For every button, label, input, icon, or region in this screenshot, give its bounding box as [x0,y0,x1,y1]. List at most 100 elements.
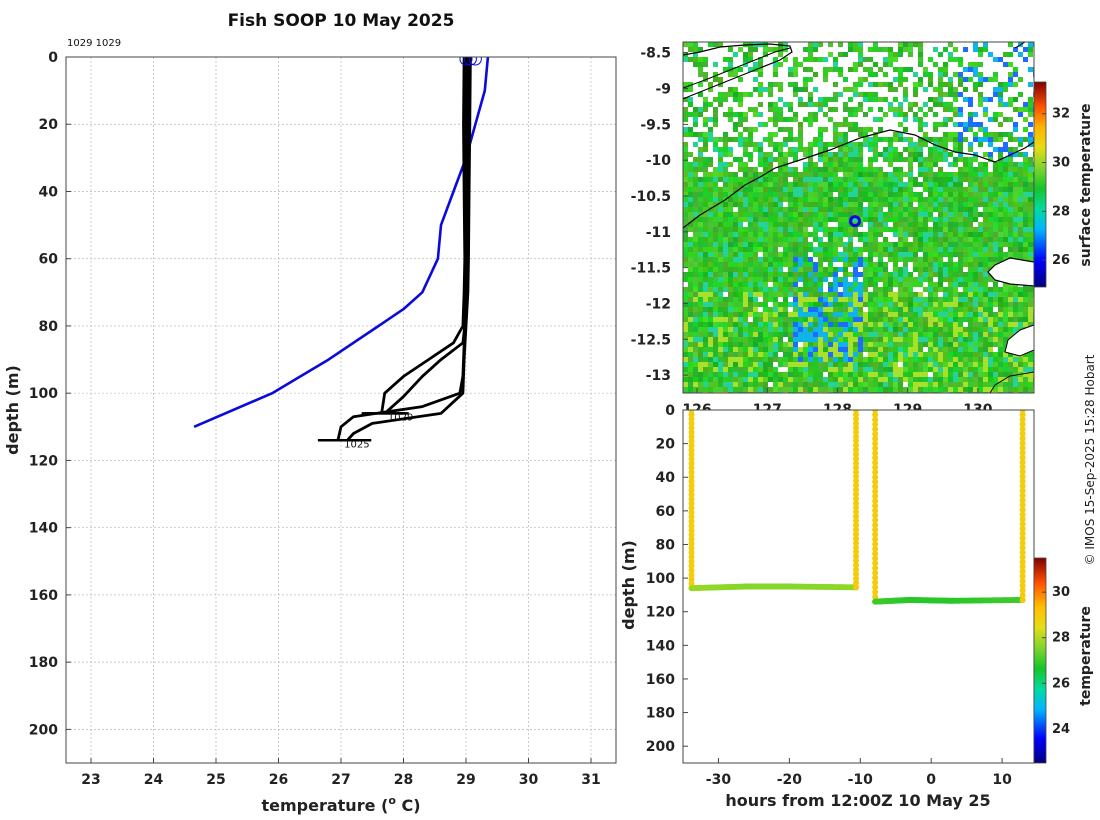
sst-cell [893,242,898,247]
sst-cell [793,257,798,262]
sst-cell [773,82,778,87]
sst-cell [813,267,818,272]
sst-cell [768,102,773,107]
sst-cell [758,92,763,97]
sst-cell [813,312,818,317]
sst-cell [918,332,923,337]
sst-cell [923,232,928,237]
sst-cell [698,217,703,222]
sst-cell [868,82,873,87]
sst-cell [733,312,738,317]
sst-cell [868,322,873,327]
sst-cell [723,267,728,272]
sst-cell [863,287,868,292]
sst-cell [833,137,838,142]
sst-cell [813,167,818,172]
sst-cell [838,187,843,192]
sst-cell [903,172,908,177]
sst-cell [758,342,763,347]
sst-cell [938,187,943,192]
sst-cell [908,292,913,297]
sst-cell [943,387,948,392]
measurement-point [853,562,860,569]
sst-cell [898,267,903,272]
sst-cell [968,347,973,352]
sst-cell [733,87,738,92]
sst-cell [948,322,953,327]
sst-cell [688,197,693,202]
sst-cell [908,187,913,192]
sst-cell [893,57,898,62]
sst-cell [783,212,788,217]
sst-cell [818,272,823,277]
sst-cell [963,252,968,257]
sst-cell [913,87,918,92]
sst-cell [688,57,693,62]
sst-cell [983,292,988,297]
sst-cell [938,287,943,292]
sst-cell [868,107,873,112]
y-tick-label: 120 [646,605,675,621]
sst-cell [748,142,753,147]
sst-cell [913,142,918,147]
sst-cell [723,387,728,392]
sst-cell [733,212,738,217]
sst-cell [933,292,938,297]
sst-cell [948,267,953,272]
sst-cell [683,97,688,102]
sst-cell [818,167,823,172]
sst-cell [733,257,738,262]
sst-cell [788,222,793,227]
sst-cell [738,247,743,252]
sst-cell [798,197,803,202]
sst-cell [683,257,688,262]
sst-cell [833,142,838,147]
sst-cell [713,357,718,362]
sst-cell [953,162,958,167]
sst-cell [923,377,928,382]
sst-cell [933,382,938,387]
sst-cell [933,282,938,287]
sst-cell [1028,102,1033,107]
sst-cell [703,372,708,377]
sst-cell [903,242,908,247]
sst-cell [803,287,808,292]
sst-cell [683,182,688,187]
sst-cell [698,342,703,347]
sst-cell [808,157,813,162]
sst-cell [778,82,783,87]
sst-cell [998,162,1003,167]
sst-cell [878,357,883,362]
sst-cell [763,377,768,382]
sst-cell [723,142,728,147]
sst-cell [763,267,768,272]
sst-cell [793,87,798,92]
sst-cell [968,322,973,327]
sst-cell [933,87,938,92]
sst-cell [818,297,823,302]
sst-cell [918,312,923,317]
sst-cell [848,302,853,307]
sst-cell [893,177,898,182]
sst-cell [1023,252,1028,257]
sst-cell [963,377,968,382]
sst-cell [783,297,788,302]
sst-cell [1008,322,1013,327]
sst-cell [773,207,778,212]
sst-cell [843,327,848,332]
sst-cell [858,372,863,377]
sst-cell [748,227,753,232]
sst-cell [748,262,753,267]
sst-cell [803,337,808,342]
measurement-point [1019,478,1026,485]
sst-cell [873,207,878,212]
sst-cell [818,307,823,312]
sst-cell [918,117,923,122]
sst-cell [1028,202,1033,207]
sst-cell [853,292,858,297]
sst-cell [828,327,833,332]
sst-cell [873,382,878,387]
measurement-point [872,483,879,490]
sst-cell [783,152,788,157]
sst-cell [978,292,983,297]
